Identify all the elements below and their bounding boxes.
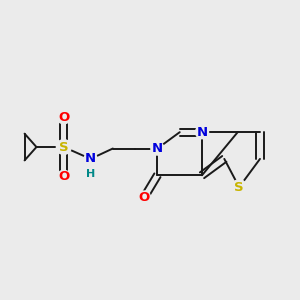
Text: S: S [59,140,69,154]
Text: N: N [85,152,96,165]
Text: H: H [86,169,95,179]
Text: O: O [58,170,69,183]
Text: O: O [58,111,69,124]
Text: N: N [152,142,163,155]
Circle shape [232,180,247,195]
Circle shape [84,152,97,166]
Circle shape [137,191,151,204]
Circle shape [57,111,70,124]
Text: O: O [138,191,150,204]
Circle shape [57,170,70,183]
Text: S: S [234,181,244,194]
Circle shape [56,140,71,154]
Circle shape [86,169,95,179]
Circle shape [151,142,164,155]
Text: N: N [196,126,208,139]
Circle shape [196,126,208,139]
